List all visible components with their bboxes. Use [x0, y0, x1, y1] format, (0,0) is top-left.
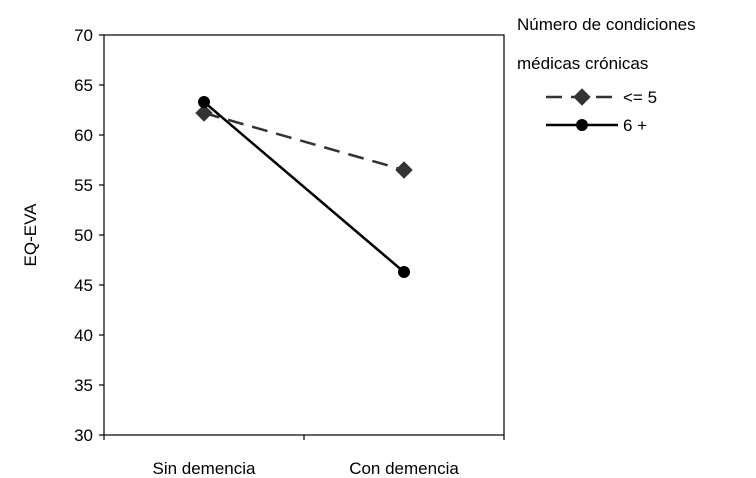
y-tick-label: 55 — [74, 176, 93, 195]
series-line-2 — [203, 101, 405, 273]
y-tick-label: 45 — [74, 276, 93, 295]
y-tick-label: 30 — [74, 426, 93, 445]
legend-marker-2 — [576, 119, 588, 131]
y-tick-label: 60 — [74, 126, 93, 145]
y-axis: 30 35 40 45 50 55 60 65 70 — [74, 26, 104, 445]
data-point-series-1 — [395, 161, 413, 179]
legend: Número de condiciones médicas crónicas <… — [517, 15, 696, 135]
data-point-series-1 — [195, 104, 213, 122]
y-tick-label: 35 — [74, 376, 93, 395]
y-axis-title: EQ-EVA — [21, 203, 40, 267]
legend-marker-1 — [573, 88, 591, 106]
y-tick-label: 70 — [74, 26, 93, 45]
x-tick-label: Sin demencia — [152, 459, 256, 478]
x-axis: Sin demencia Con demencia — [103, 435, 505, 478]
legend-label-2: 6 + — [623, 116, 647, 135]
y-tick-label: 65 — [74, 76, 93, 95]
y-tick-label: 40 — [74, 326, 93, 345]
series-layer — [195, 96, 413, 278]
plot-area — [103, 34, 505, 436]
legend-label-1: <= 5 — [623, 88, 657, 107]
series-line-1 — [203, 111, 405, 172]
y-tick-label: 50 — [74, 226, 93, 245]
x-tick-label: Con demencia — [349, 459, 459, 478]
legend-title-line1: Número de condiciones — [517, 15, 696, 34]
plot-border — [103, 34, 505, 436]
legend-title-line2: médicas crónicas — [517, 54, 648, 73]
data-point-series-2 — [198, 96, 210, 108]
data-point-series-2 — [398, 266, 410, 278]
